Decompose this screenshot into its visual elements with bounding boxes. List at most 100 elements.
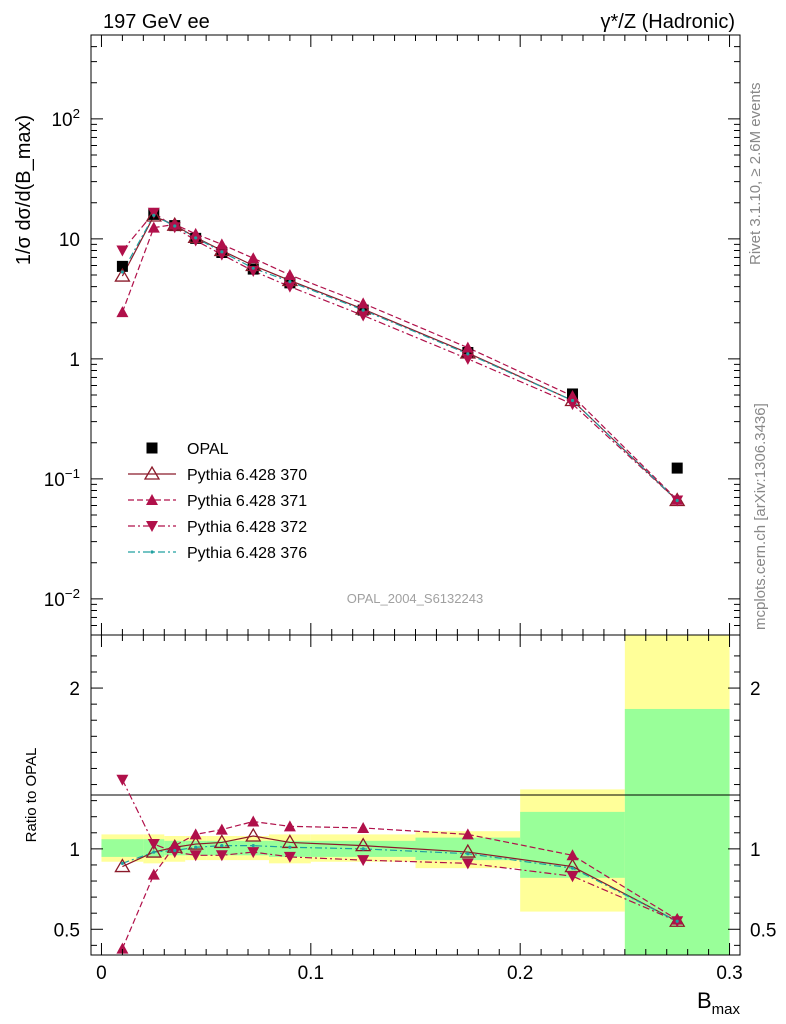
- main-point: [116, 260, 128, 272]
- main-point: [566, 399, 579, 411]
- ratio-point: [566, 871, 579, 883]
- main-point: [147, 207, 160, 219]
- main-point: [152, 213, 156, 217]
- main-point: [675, 498, 679, 503]
- ratio-point: [355, 837, 372, 852]
- main-series-line-2: [121, 223, 678, 501]
- ratio-x-tick-label: 0.3: [716, 963, 742, 984]
- main-y-tick-label: 10: [59, 230, 80, 251]
- ratio-point: [168, 847, 181, 859]
- analysis-label: OPAL_2004_S6132243: [347, 591, 483, 606]
- ratio-x-tick-label: 0.1: [298, 963, 324, 984]
- ratio-point: [213, 834, 230, 849]
- ratio-point: [116, 942, 129, 954]
- main-point: [357, 310, 370, 322]
- ratio-x-tick-label: 0.2: [507, 963, 533, 984]
- main-point: [288, 280, 292, 284]
- main-point: [194, 236, 198, 240]
- ratio-y-tick-label-left: 2: [69, 679, 80, 700]
- ratio-point: [466, 852, 470, 856]
- ratio-point: [283, 851, 296, 863]
- main-y-tick-label: 1: [69, 350, 80, 371]
- main-point: [189, 235, 202, 247]
- main-point: [566, 390, 579, 402]
- ratio-plot-panel: 0.5 0.5 1 1 2 2 0 0.1 0.2 0.3 Ratio to OPAL Bmax: [23, 634, 777, 1018]
- main-point: [357, 297, 370, 309]
- ratio-point: [189, 850, 202, 862]
- main-point: [461, 341, 474, 353]
- ratio-point: [357, 855, 370, 867]
- main-point: [247, 252, 260, 264]
- legend-marker: [150, 550, 154, 554]
- main-point: [247, 265, 260, 277]
- ratio-point: [187, 835, 204, 850]
- ratio-point: [120, 861, 125, 865]
- ratio-point: [114, 858, 131, 873]
- ratio-point: [361, 847, 365, 851]
- ratio-point: [245, 827, 262, 842]
- legend-label: Pythia 6.428 372: [187, 519, 307, 536]
- band-inner: [415, 837, 521, 861]
- main-axis-ticks: [91, 34, 740, 636]
- main-point: [283, 269, 296, 280]
- ratio-axis-ticks: [91, 635, 740, 955]
- header-left: 197 GeV ee: [103, 11, 210, 33]
- main-point: [145, 207, 162, 222]
- ratio-point: [145, 843, 162, 858]
- ratio-point: [194, 845, 198, 849]
- mcplots-label: mcplots.cern.ch [arXiv:1306.3436]: [752, 403, 769, 630]
- main-y-tick-labels: 10−2 10−1 1 10 102: [44, 106, 80, 611]
- x-axis-label: Bmax: [697, 988, 741, 1018]
- ratio-point: [251, 844, 255, 848]
- ratio-point: [288, 845, 292, 849]
- main-point: [361, 308, 365, 312]
- ratio-point: [461, 858, 474, 870]
- main-point: [570, 398, 575, 403]
- ratio-point: [152, 850, 156, 854]
- main-point: [114, 267, 131, 282]
- legend-label: Pythia 6.428 371: [187, 493, 307, 510]
- ratio-y-tick-label-right: 1: [750, 840, 761, 861]
- ratio-point: [247, 847, 260, 859]
- legend-label: Pythia 6.428 376: [187, 545, 307, 562]
- main-plot-panel: 10−2 10−1 1 10 102 1/σ dσ/d(B_max) OPAL_2004…: [13, 34, 741, 636]
- ratio-point: [173, 848, 177, 853]
- ratio-x-tick-label: 0: [96, 963, 107, 984]
- main-y-tick-label: 102: [51, 106, 80, 131]
- ratio-point: [220, 844, 224, 848]
- main-series-line-4: [121, 214, 678, 501]
- main-point: [215, 249, 228, 261]
- ratio-point: [147, 839, 160, 851]
- main-y-tick-label: 10−1: [44, 466, 80, 491]
- ratio-x-tick-labels: 0 0.1 0.2 0.3: [96, 963, 743, 984]
- legend: OPAL Pythia 6.428 370 Pythia 6.428 371 Pyth…: [128, 441, 307, 562]
- ratio-y-tick-labels: 0.5 0.5 1 1 2 2: [54, 679, 777, 941]
- legend-marker: [146, 442, 158, 454]
- main-point: [671, 462, 683, 474]
- ratio-point: [461, 828, 474, 840]
- main-point: [173, 224, 177, 228]
- ratio-point: [189, 828, 202, 840]
- main-point: [116, 306, 129, 318]
- legend-marker: [146, 521, 158, 532]
- ratio-point: [283, 820, 296, 832]
- ratio-point: [566, 849, 579, 861]
- main-series-markers: [114, 207, 686, 507]
- ratio-point: [116, 774, 129, 786]
- ratio-point: [247, 815, 260, 827]
- legend-marker: [143, 465, 161, 480]
- main-y-axis-label: 1/σ dσ/d(B_max): [13, 115, 35, 265]
- ratio-y-tick-label-right: 2: [750, 679, 761, 700]
- main-point: [215, 238, 228, 250]
- header-right: γ*/Z (Hadronic): [601, 11, 735, 33]
- main-point: [251, 266, 255, 270]
- ratio-series-markers: [114, 774, 686, 954]
- ratio-point: [147, 868, 160, 880]
- ratio-y-tick-label-left: 1: [69, 840, 80, 861]
- ratio-point: [215, 850, 228, 862]
- main-point: [466, 352, 470, 356]
- ratio-y-axis-label: Ratio to OPAL: [23, 748, 40, 843]
- legend-marker: [146, 494, 158, 505]
- main-point: [120, 270, 125, 274]
